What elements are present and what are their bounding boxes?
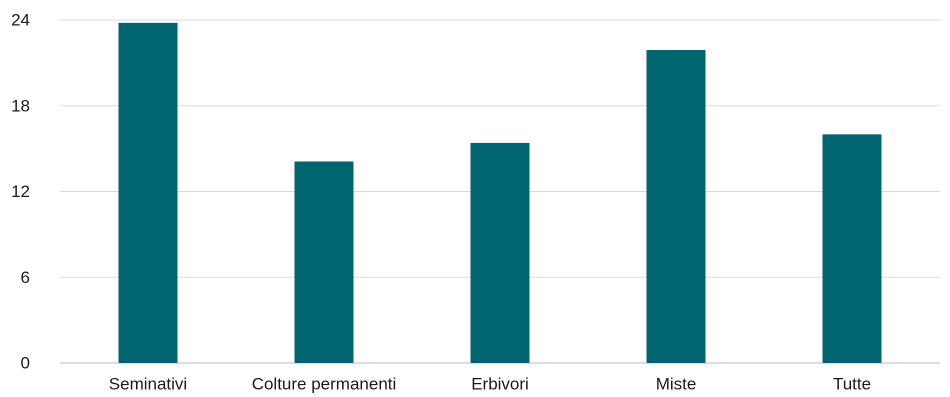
bar-erbivori <box>470 142 530 363</box>
bar-seminativi <box>118 22 178 363</box>
y-tick-label: 24 <box>11 11 30 30</box>
bars <box>118 22 882 363</box>
x-category-label: Tutte <box>833 375 871 394</box>
x-category-label: Seminativi <box>109 375 187 394</box>
bar-colture-permanenti <box>294 161 354 363</box>
x-axis-labels: Seminativi Colture permanenti Erbivori Mist… <box>109 375 871 394</box>
y-tick-label: 12 <box>11 182 30 201</box>
x-category-label: Erbivori <box>471 375 529 394</box>
bar-tutte <box>822 134 882 363</box>
y-tick-label: 18 <box>11 96 30 115</box>
bar-miste <box>646 50 706 363</box>
y-tick-label: 6 <box>21 268 30 287</box>
x-category-label: Miste <box>656 375 697 394</box>
y-tick-label: 0 <box>21 354 30 373</box>
x-category-label: Colture permanenti <box>252 375 397 394</box>
y-axis-ticks: 0 6 12 18 24 <box>11 11 30 373</box>
